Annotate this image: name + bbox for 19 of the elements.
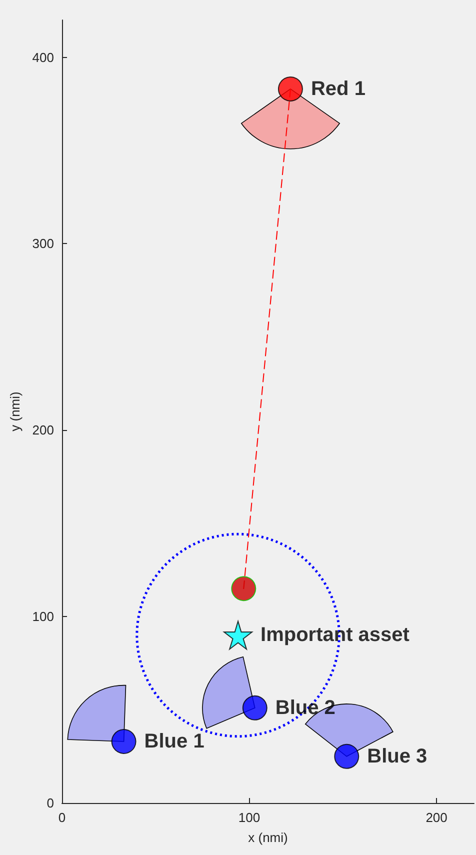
y-tick-label: 300 bbox=[32, 236, 54, 252]
series-label: Blue 3 bbox=[367, 745, 428, 768]
point bbox=[231, 576, 256, 602]
point bbox=[278, 76, 303, 102]
y-tick-label: 100 bbox=[32, 609, 54, 624]
x-axis-title: x (nmi) bbox=[248, 830, 288, 845]
series-label: Red 1 bbox=[310, 78, 366, 100]
y-tick-label: 400 bbox=[32, 50, 54, 65]
point bbox=[242, 695, 268, 720]
point bbox=[334, 744, 360, 769]
point bbox=[111, 728, 136, 754]
series-label: Important asset bbox=[260, 624, 410, 646]
x-tick-label: 0 bbox=[58, 810, 66, 825]
y-axis-title: y (nmi) bbox=[7, 392, 22, 432]
y-tick-label: 0 bbox=[46, 796, 54, 810]
series-label: Blue 1 bbox=[144, 730, 204, 752]
x-tick-label: 100 bbox=[238, 810, 260, 825]
x-tick-label: 200 bbox=[426, 810, 448, 825]
y-tick-label: 200 bbox=[32, 422, 54, 438]
